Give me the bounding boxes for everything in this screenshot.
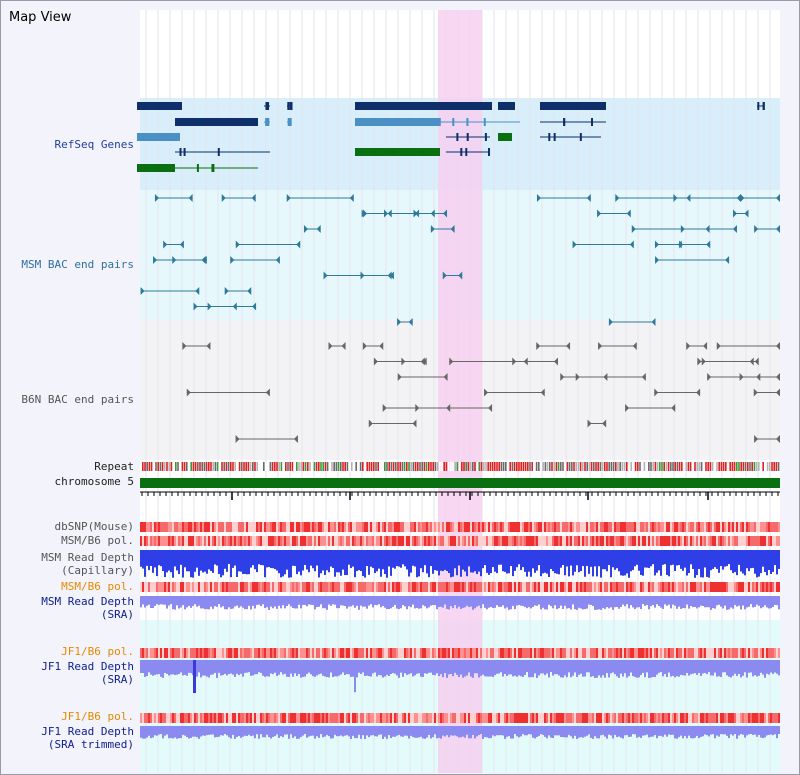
info-line-coverage: Read coverage check span : 10,000 — [148, 124, 367, 138]
track-label-msm-depth-sra: MSM Read Depth — [41, 595, 134, 608]
track-label-chromosome: chromosome 5 — [54, 475, 134, 488]
axis-tick-label: 38400000 — [343, 498, 396, 511]
axis-tick-label: 38800000 — [463, 498, 516, 511]
track-label-b6n-bac[interactable]: B6N BAC end pairs — [21, 393, 134, 406]
chromosome-info: Chromosome : Chromosome 5, reference ass… — [148, 11, 618, 148]
track-label-msm-b6-pol-1: MSM/B6 pol. — [61, 534, 134, 547]
track-label-msm-depth-sra-sub: (SRA) — [100, 608, 134, 621]
page-title: Map View — [9, 10, 72, 25]
track-label-jf1-b6-pol-1: JF1/B6 pol. — [61, 645, 134, 658]
track-label-jf1-depth-sra: JF1 Read Depth — [41, 660, 134, 673]
track-label-msm-depth-cap: MSM Read Depth — [41, 551, 134, 564]
track-label-jf1-depth-trim: JF1 Read Depth — [41, 725, 134, 738]
info-line-length: Length (b.p.) : 152,537,259 — [148, 61, 334, 75]
chromosome-ideogram[interactable] — [530, 53, 684, 65]
axis-tick-label: 38000000 — [226, 498, 279, 511]
track-label-msm-bac[interactable]: MSM BAC end pairs — [21, 258, 134, 271]
axis-tick-label: 39600000 — [702, 498, 755, 511]
info-line-show: Show (b.p.) : 37,710,220-39,854,061 : 2,… — [148, 93, 493, 106]
track-label-jf1-depth-trim-sub: (SRA trimmed) — [47, 738, 134, 751]
track-label-msm-depth-cap-sub: (Capillary) — [61, 564, 134, 577]
track-label-dbsnp: dbSNP(Mouse) — [54, 520, 134, 533]
track-label-jf1-b6-pol-2: JF1/B6 pol. — [61, 710, 134, 723]
track-label-repeat: Repeat — [94, 460, 134, 473]
track-label-jf1-depth-sra-sub: (SRA) — [100, 673, 134, 686]
track-label-refseq[interactable]: RefSeq Genes — [54, 138, 134, 151]
axis-tick-label: 39200000 — [581, 498, 634, 511]
track-label-msm-b6-pol-2: MSM/B6 pol. — [61, 580, 134, 593]
info-line-chromosome: Chromosome : Chromosome 5, reference ass… — [148, 30, 619, 43]
